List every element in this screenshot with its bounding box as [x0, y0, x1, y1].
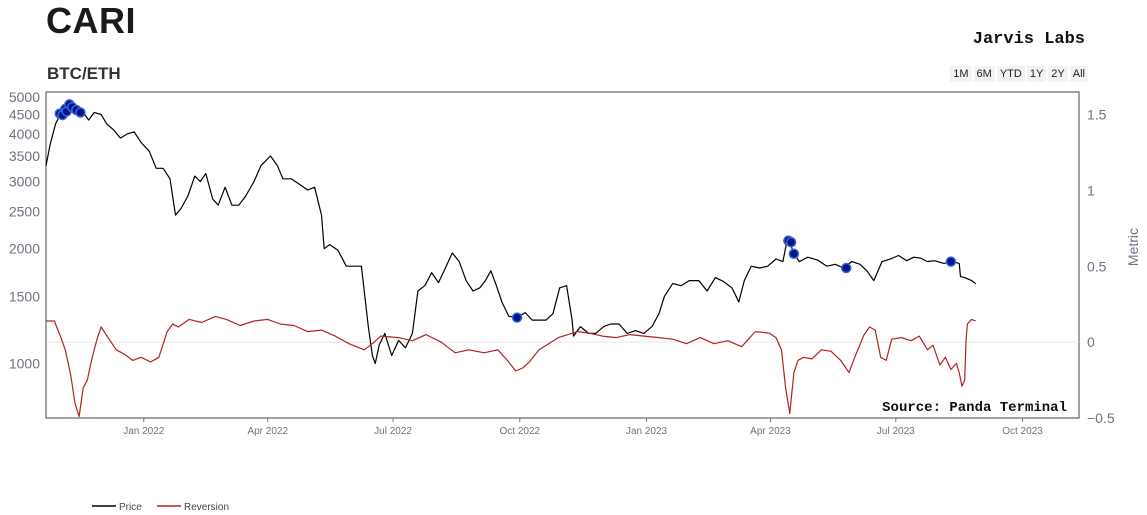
signal-marker [511, 312, 523, 323]
x-tick-label: Jan 2022 [123, 426, 165, 437]
x-tick-label: Oct 2022 [500, 426, 541, 437]
y-left-tick-label: 1500 [9, 288, 40, 304]
x-tick-label: Oct 2023 [1002, 426, 1043, 437]
signal-marker [945, 256, 957, 267]
range-selector: 1M 6M YTD 1Y 2Y All [950, 66, 1088, 82]
range-button-2y[interactable]: 2Y [1048, 66, 1068, 82]
signal-marker [75, 107, 86, 118]
legend-label: Price [119, 502, 142, 513]
signal-marker [788, 248, 800, 260]
page-title: CARI [46, 0, 136, 41]
y-right-tick-label: 1.5 [1087, 107, 1107, 123]
y-right-tick-label: 1 [1087, 183, 1095, 199]
y-right-tick-label: −0.5 [1087, 410, 1115, 426]
price-line [45, 104, 977, 365]
chart-subtitle: BTC/ETH [47, 64, 121, 83]
y-left-tick-label: 3000 [9, 174, 40, 190]
y-left-tick-label: 4500 [9, 106, 40, 122]
source-note: Source: Panda Terminal [882, 400, 1067, 416]
x-tick-label: Apr 2023 [750, 426, 791, 437]
signal-marker [840, 262, 852, 274]
y-left-tick-label: 2500 [9, 204, 40, 220]
y-left-tick-label: 3500 [9, 148, 40, 164]
x-tick-label: Jan 2023 [626, 426, 668, 437]
range-button-all[interactable]: All [1069, 66, 1088, 82]
y-left-tick-label: 5000 [9, 89, 40, 105]
x-tick-label: Jul 2022 [374, 426, 412, 437]
y-left-tick-label: 1000 [9, 356, 40, 372]
x-tick-label: Jul 2023 [877, 426, 915, 437]
range-button-1y[interactable]: 1Y [1026, 66, 1047, 82]
reversion-line [46, 315, 976, 418]
brand-label: Jarvis Labs [972, 30, 1085, 49]
legend-label: Reversion [184, 502, 229, 513]
y-right-axis-title: Metric [1125, 228, 1141, 266]
y-left-tick-label: 4000 [9, 126, 40, 142]
range-button-6m[interactable]: 6M [973, 66, 995, 82]
y-left-tick-label: 2000 [9, 241, 40, 257]
range-button-1m[interactable]: 1M [950, 66, 972, 82]
y-right-tick-label: 0 [1087, 334, 1095, 350]
y-right-tick-label: 0.5 [1087, 258, 1107, 274]
range-button-ytd[interactable]: YTD [996, 66, 1025, 82]
signal-marker [785, 236, 797, 248]
plot-frame [45, 91, 1080, 419]
x-tick-label: Apr 2022 [247, 426, 288, 437]
